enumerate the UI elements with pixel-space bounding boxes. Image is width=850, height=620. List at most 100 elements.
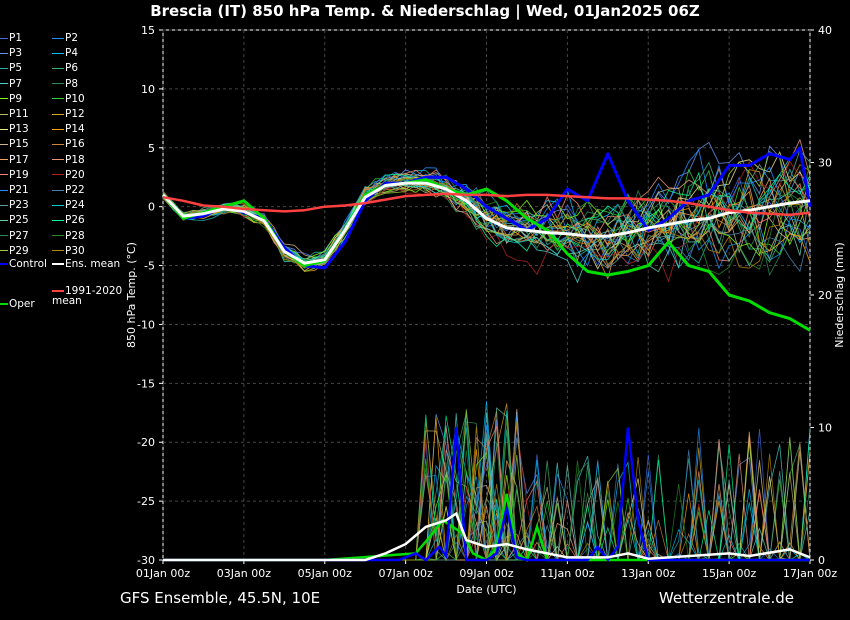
- legend-item-p1: P1: [0, 32, 22, 44]
- y2-tick-label: 40: [818, 24, 832, 37]
- legend-item-1991-2020-mean: 1991-2020 mean: [52, 286, 130, 306]
- legend-swatch: [0, 219, 8, 221]
- legend-item-p20: P20: [52, 169, 85, 181]
- x-tick-label: 15Jan 00z: [702, 567, 756, 580]
- legend-item-p18: P18: [52, 154, 85, 166]
- legend-label: P25: [9, 214, 29, 227]
- legend-label: P27: [9, 229, 29, 242]
- legend-item-control: Control: [0, 258, 47, 270]
- x-axis-label: Date (UTC): [456, 583, 516, 596]
- x-tick-label: 01Jan 00z: [136, 567, 190, 580]
- legend-label: Oper: [9, 298, 35, 310]
- legend-item-p25: P25: [0, 214, 29, 226]
- legend-item-p30: P30: [52, 245, 85, 257]
- legend-item-p27: P27: [0, 230, 29, 242]
- legend-label: P5: [9, 62, 23, 75]
- legend-swatch: [0, 143, 8, 145]
- oper-precip: [163, 493, 810, 562]
- legend-label: P9: [9, 92, 23, 105]
- legend-swatch: [0, 303, 8, 305]
- series-line-ens-mean: [161, 181, 811, 265]
- y-tick-label: -20: [137, 436, 155, 449]
- legend-item-p22: P22: [52, 184, 85, 196]
- legend-swatch: [0, 189, 8, 191]
- legend-item-p13: P13: [0, 123, 29, 135]
- y-tick-label: 10: [141, 83, 155, 96]
- legend-label: P16: [65, 138, 85, 151]
- legend-label: P6: [65, 62, 79, 75]
- y-tick-label: -15: [137, 377, 155, 390]
- legend-swatch: [52, 219, 64, 221]
- legend-label: P19: [9, 168, 29, 181]
- legend-item-p11: P11: [0, 108, 29, 120]
- x-tick-label: 03Jan 00z: [217, 567, 271, 580]
- legend-swatch: [0, 204, 8, 206]
- legend-item-p26: P26: [52, 214, 85, 226]
- legend-item-p14: P14: [52, 123, 85, 135]
- chart-title: Brescia (IT) 850 hPa Temp. & Niederschla…: [150, 2, 700, 20]
- legend-swatch: [52, 235, 64, 237]
- legend-item-p7: P7: [0, 78, 22, 90]
- legend-label: P10: [65, 92, 85, 105]
- legend-item-p9: P9: [0, 93, 22, 105]
- x-tick-label: 09Jan 00z: [459, 567, 513, 580]
- y-axis-label: 850 hPa Temp. (°C): [125, 242, 138, 348]
- x-tick-label: 07Jan 00z: [379, 567, 433, 580]
- legend-swatch: [52, 189, 64, 191]
- legend-swatch: [52, 98, 64, 100]
- legend-label: P7: [9, 77, 23, 90]
- legend-swatch: [0, 37, 8, 39]
- legend-swatch: [0, 159, 8, 161]
- x-tick-label: 05Jan 00z: [298, 567, 352, 580]
- legend-label: P21: [9, 184, 29, 196]
- legend-swatch: [0, 67, 8, 69]
- legend-label: 1991-2020 mean: [52, 285, 123, 307]
- legend-label: P29: [9, 244, 29, 257]
- y-tick-label: -25: [137, 495, 155, 508]
- legend-label: P26: [65, 214, 85, 227]
- y-tick-label: 15: [141, 24, 155, 37]
- legend-swatch: [0, 250, 8, 252]
- legend-swatch: [52, 204, 64, 206]
- legend-label: Control: [9, 258, 47, 270]
- legend-item-p21: P21: [0, 184, 29, 196]
- legend-item-p15: P15: [0, 138, 29, 150]
- legend-label: P24: [65, 199, 85, 212]
- legend-swatch: [0, 98, 8, 100]
- legend-label: P14: [65, 123, 85, 136]
- legend-swatch: [52, 128, 64, 130]
- x-tick-label: 11Jan 00z: [540, 567, 594, 580]
- legend-label: P11: [9, 108, 29, 120]
- source-caption: Wetterzentrale.de: [658, 589, 794, 607]
- legend-item-p8: P8: [52, 78, 78, 90]
- legend-item-oper: Oper: [0, 298, 35, 310]
- legend-swatch: [52, 52, 64, 54]
- x-tick-label: 17Jan 00z: [783, 567, 837, 580]
- y2-axis-label: Niederschlag (mm): [833, 242, 846, 347]
- y-tick-label: 0: [148, 201, 155, 214]
- legend-swatch: [0, 83, 8, 85]
- x-tick-label: 13Jan 00z: [621, 567, 675, 580]
- legend: P1 P2 P3 P4 P5 P6 P7 P8 P9 P10 P11 P12 P13 P14 P15 P16 P…: [0, 32, 130, 322]
- legend-item-p3: P3: [0, 47, 22, 59]
- legend-label: P12: [65, 108, 85, 120]
- y-tick-label: -30: [137, 554, 155, 567]
- mean-precip: [163, 511, 811, 562]
- legend-label: P17: [9, 153, 29, 166]
- legend-label: P3: [9, 47, 23, 60]
- legend-label: P23: [9, 199, 29, 212]
- y-tick-label: -10: [137, 318, 155, 331]
- y2-tick-label: 20: [818, 289, 832, 302]
- legend-item-p28: P28: [52, 230, 85, 242]
- model-caption: GFS Ensemble, 45.5N, 10E: [120, 589, 321, 607]
- legend-label: P13: [9, 123, 29, 136]
- legend-label: P1: [9, 32, 23, 44]
- member-line-p22: [162, 180, 811, 273]
- legend-label: P8: [65, 77, 79, 90]
- legend-item-p6: P6: [52, 62, 78, 74]
- legend-swatch: [52, 250, 64, 252]
- legend-item-p2: P2: [52, 32, 78, 44]
- legend-swatch: [52, 83, 64, 85]
- legend-swatch: [0, 235, 8, 237]
